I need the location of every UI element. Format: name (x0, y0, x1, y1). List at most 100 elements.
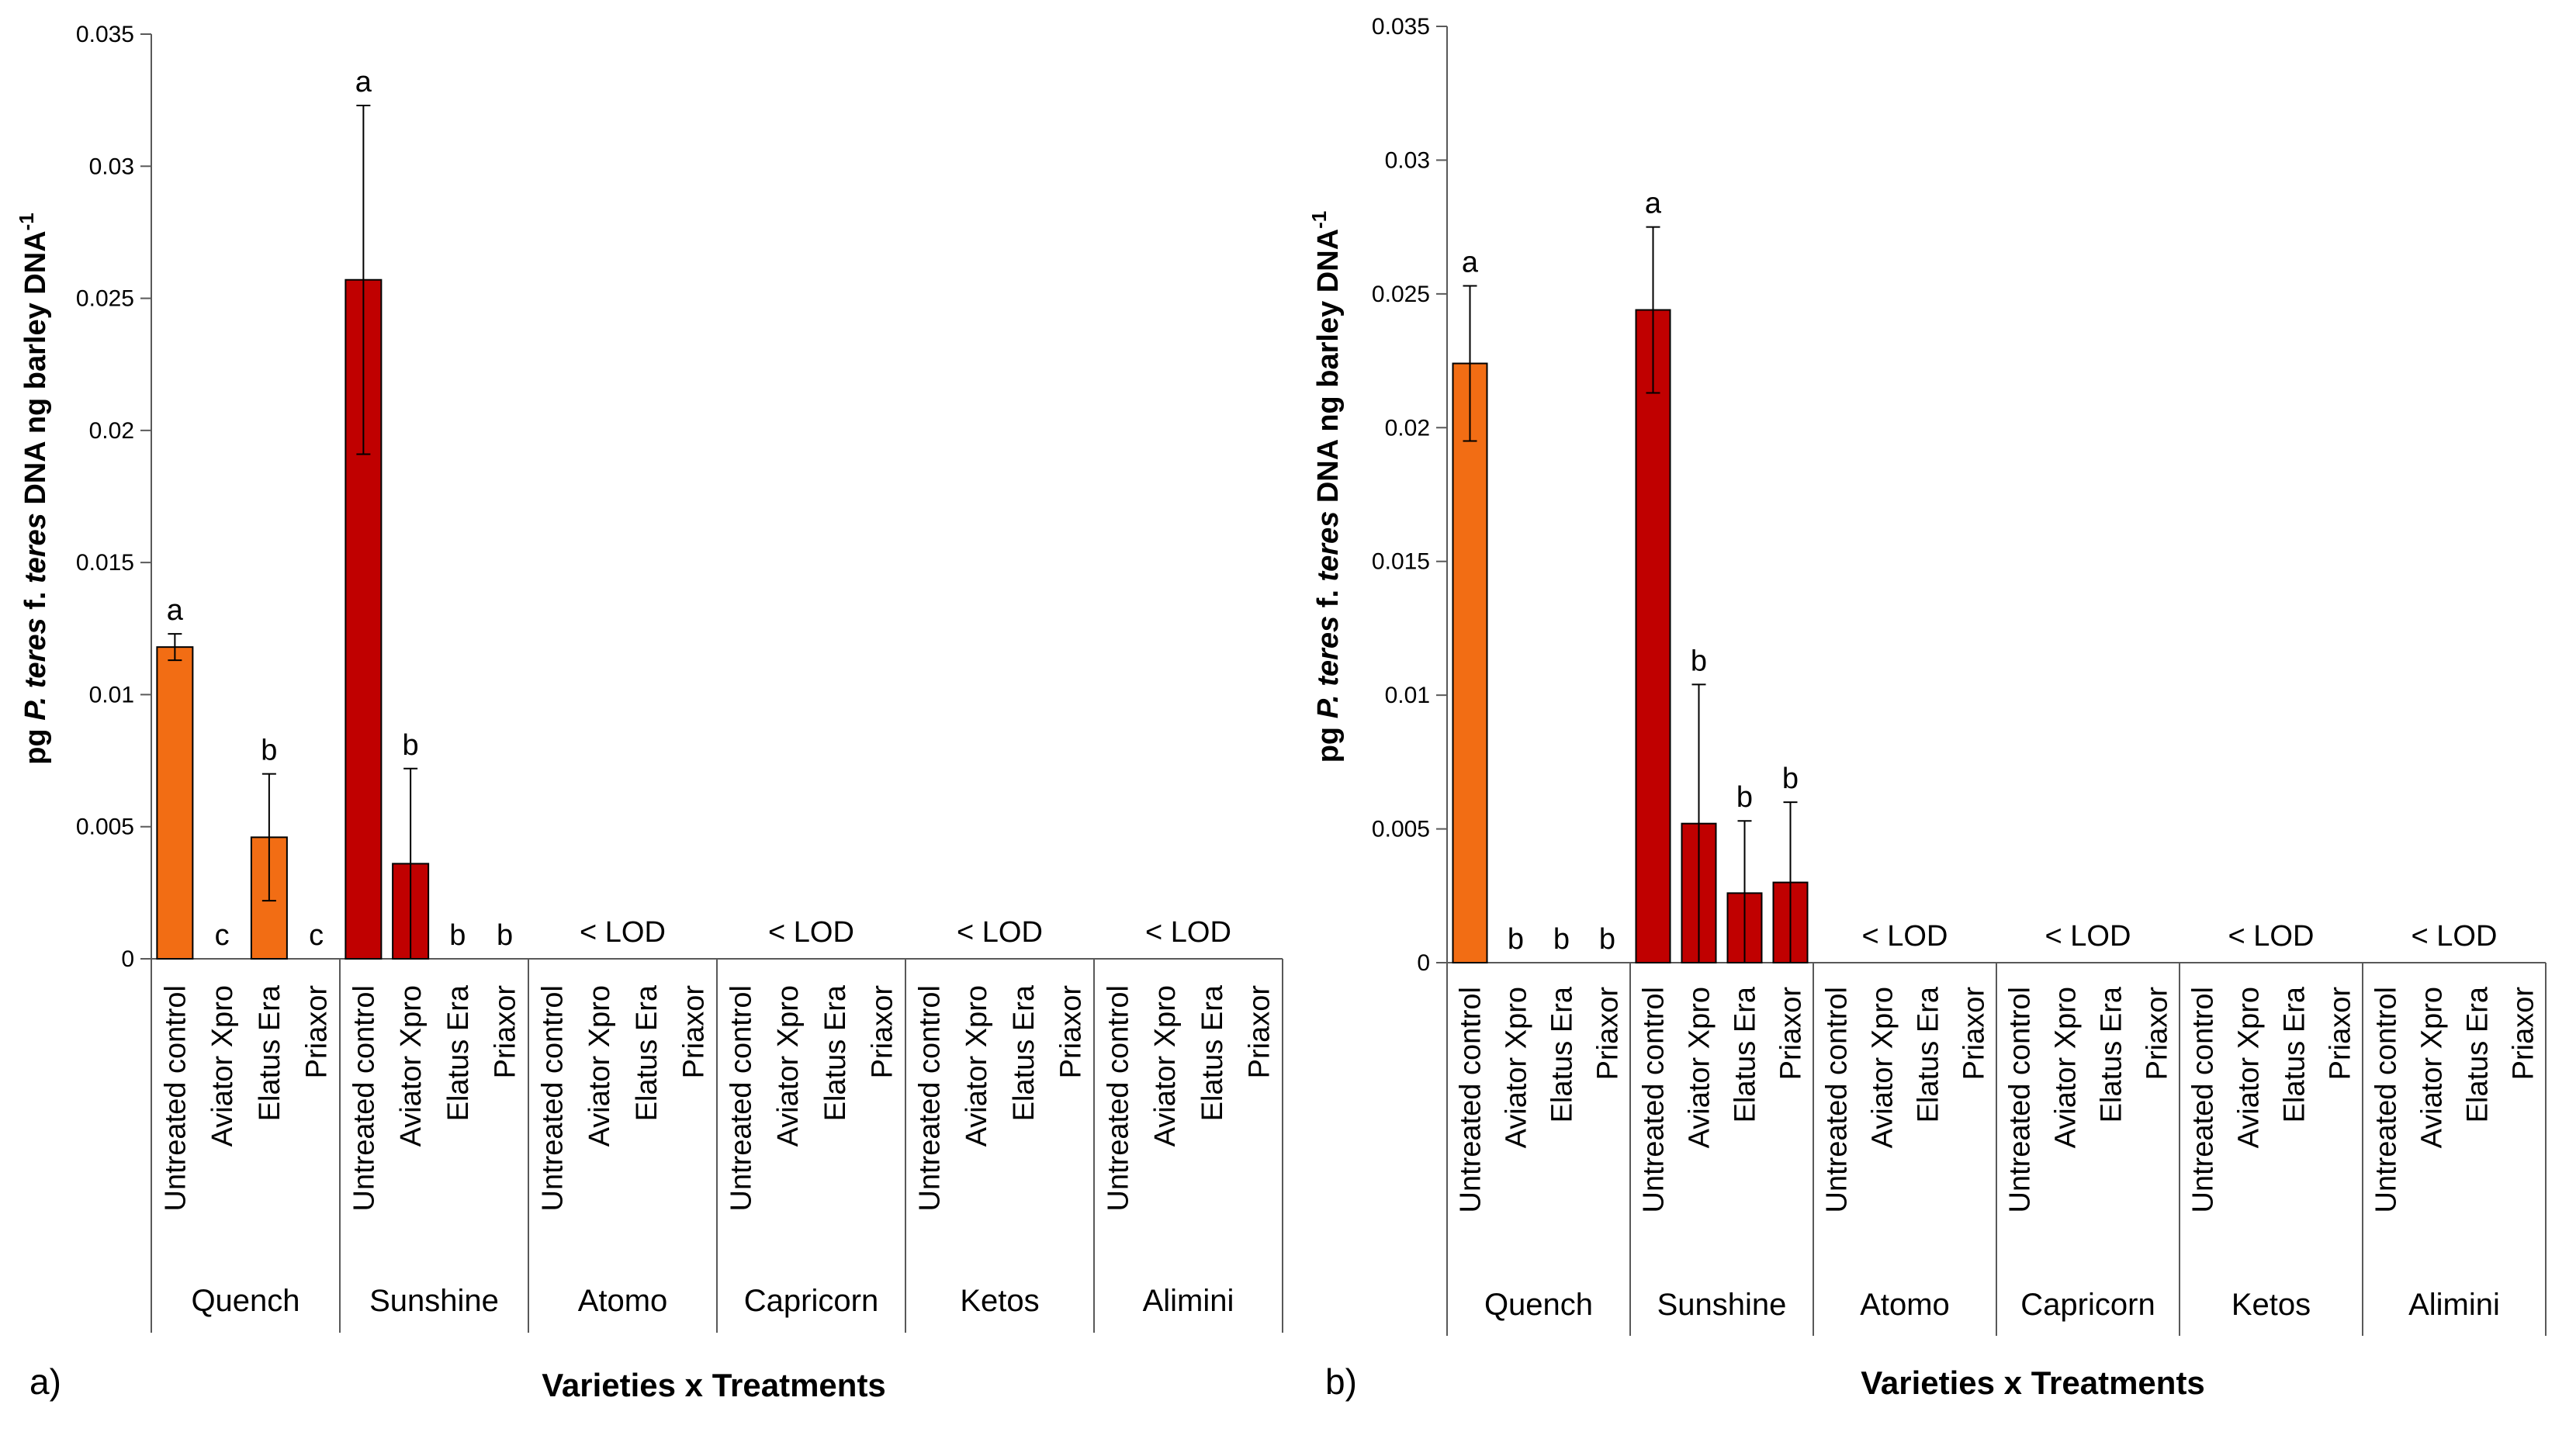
lod-label: < LOD (1862, 920, 1948, 953)
treatment-label: Elatus Era (1196, 984, 1229, 1121)
treatment-label: Priaxor (1244, 985, 1276, 1079)
treatment-label: Untreated control (725, 985, 757, 1212)
treatment-label: Aviator Xpro (206, 985, 239, 1147)
treatment-label: Aviator Xpro (2416, 987, 2449, 1148)
treatment-label: Priaxor (867, 985, 899, 1079)
y-axis-title: pg P. teres f. teres DNA ng barley DNA-1 (15, 213, 52, 765)
y-tick-label: 0.03 (89, 154, 134, 179)
y-tick-label: 0.02 (89, 418, 134, 444)
treatment-label: Untreated control (2370, 987, 2403, 1213)
treatment-label: Elatus Era (2462, 986, 2495, 1122)
treatment-label: Aviator Xpro (772, 985, 805, 1147)
variety-label: Ketos (960, 1284, 1039, 1318)
variety-label: Atomo (578, 1284, 668, 1318)
treatment-label: Elatus Era (1913, 986, 1945, 1122)
variety-label: Quench (1484, 1288, 1593, 1322)
y-tick-label: 0.01 (89, 682, 134, 707)
significance-letter: c (309, 919, 324, 952)
treatment-label: Aviator Xpro (583, 985, 616, 1147)
significance-letter: a (1462, 247, 1479, 279)
treatment-label: Elatus Era (254, 984, 286, 1121)
treatment-label: Untreated control (913, 985, 946, 1212)
treatment-label: Untreated control (2004, 987, 2037, 1213)
y-axis-title: pg P. teres f. teres DNA ng barley DNA-1 (1307, 211, 1345, 763)
treatment-label: Elatus Era (2279, 986, 2311, 1122)
variety-label: Capricorn (2020, 1288, 2155, 1322)
y-tick-label: 0.035 (76, 22, 134, 47)
y-tick-label: 0.01 (1385, 683, 1430, 708)
treatment-label: Priaxor (301, 985, 334, 1079)
chart-panel-a: 0 0.005 0.01 0.015 0.02 0.025 0.03 0.035 a Untrea… (15, 22, 1283, 1403)
treatment-label: Aviator Xpro (961, 985, 993, 1147)
y-tick-label: 0.015 (76, 550, 134, 576)
treatment-label: Priaxor (678, 985, 711, 1079)
significance-letter: b (1508, 923, 1524, 956)
treatment-label: Aviator Xpro (395, 985, 428, 1147)
chart-panel-b: 0 0.005 0.01 0.015 0.02 0.025 0.03 0.035 a Untrea… (1307, 14, 2547, 1402)
significance-letter: b (497, 919, 513, 952)
treatment-label: Elatus Era (631, 984, 663, 1121)
treatment-label: Elatus Era (442, 984, 475, 1121)
significance-letter: a (1645, 188, 1662, 220)
lod-label: < LOD (580, 916, 666, 949)
significance-letter: b (1691, 645, 1707, 677)
significance-letter: b (1553, 923, 1570, 956)
treatment-label: Untreated control (159, 985, 192, 1212)
treatment-label: Elatus Era (1008, 984, 1040, 1121)
y-tick-label: 0.005 (76, 815, 134, 840)
treatment-label: Aviator Xpro (1149, 985, 1182, 1147)
lod-label: < LOD (768, 916, 854, 949)
treatment-label: Priaxor (2325, 987, 2357, 1081)
treatment-label: Untreated control (536, 985, 569, 1212)
y-tick-label: 0.005 (1372, 817, 1430, 842)
treatment-label: Aviator Xpro (1684, 987, 1716, 1148)
treatment-label: Priaxor (1775, 987, 1808, 1081)
significance-letter: a (355, 66, 372, 99)
significance-letter: c (215, 919, 230, 952)
variety-label: Quench (191, 1284, 299, 1318)
bar (1452, 362, 1488, 963)
x-axis-title: Varieties x Treatments (1861, 1365, 2205, 1401)
variety-label: Atomo (1860, 1288, 1950, 1322)
bar (156, 646, 194, 960)
treatment-label: Untreated control (1821, 987, 1854, 1213)
y-tick-label: 0.035 (1372, 14, 1430, 40)
variety-label: Alimini (2408, 1288, 2500, 1322)
variety-label: Sunshine (1657, 1288, 1787, 1322)
treatment-label: Aviator Xpro (1501, 987, 1533, 1148)
y-tick-label: 0.02 (1385, 415, 1430, 441)
significance-letter: b (1782, 763, 1799, 795)
y-tick-label: 0 (121, 946, 134, 972)
y-tick-label: 0.025 (76, 286, 134, 312)
x-axis-title: Varieties x Treatments (542, 1367, 886, 1403)
treatment-label: Priaxor (1592, 987, 1625, 1081)
treatment-label: Priaxor (1055, 985, 1088, 1079)
treatment-label: Priaxor (1958, 987, 1991, 1081)
treatment-label: Untreated control (1455, 987, 1487, 1213)
treatment-label: Elatus Era (2096, 986, 2128, 1122)
variety-label: Capricorn (744, 1284, 878, 1318)
variety-label: Sunshine (369, 1284, 499, 1318)
panel-label: a) (29, 1361, 61, 1402)
lod-label: < LOD (1145, 916, 1231, 949)
treatment-label: Untreated control (1638, 987, 1671, 1213)
variety-label: Alimini (1143, 1284, 1234, 1318)
significance-letter: b (261, 735, 277, 767)
y-tick-label: 0.03 (1385, 147, 1430, 173)
panel-label: b) (1325, 1361, 1357, 1402)
treatment-label: Untreated control (348, 985, 380, 1212)
treatment-label: Priaxor (490, 985, 522, 1079)
y-tick-label: 0.015 (1372, 549, 1430, 575)
treatment-label: Elatus Era (1729, 986, 1762, 1122)
lod-label: < LOD (2228, 920, 2315, 953)
treatment-label: Priaxor (2508, 987, 2540, 1081)
y-tick-label: 0 (1417, 950, 1430, 976)
treatment-label: Aviator Xpro (1867, 987, 1899, 1148)
significance-letter: a (167, 594, 184, 627)
significance-letter: b (1599, 923, 1615, 956)
treatment-label: Elatus Era (819, 984, 852, 1121)
treatment-label: Elatus Era (1546, 986, 1579, 1122)
treatment-label: Aviator Xpro (2233, 987, 2266, 1148)
y-tick-label: 0.025 (1372, 282, 1430, 307)
